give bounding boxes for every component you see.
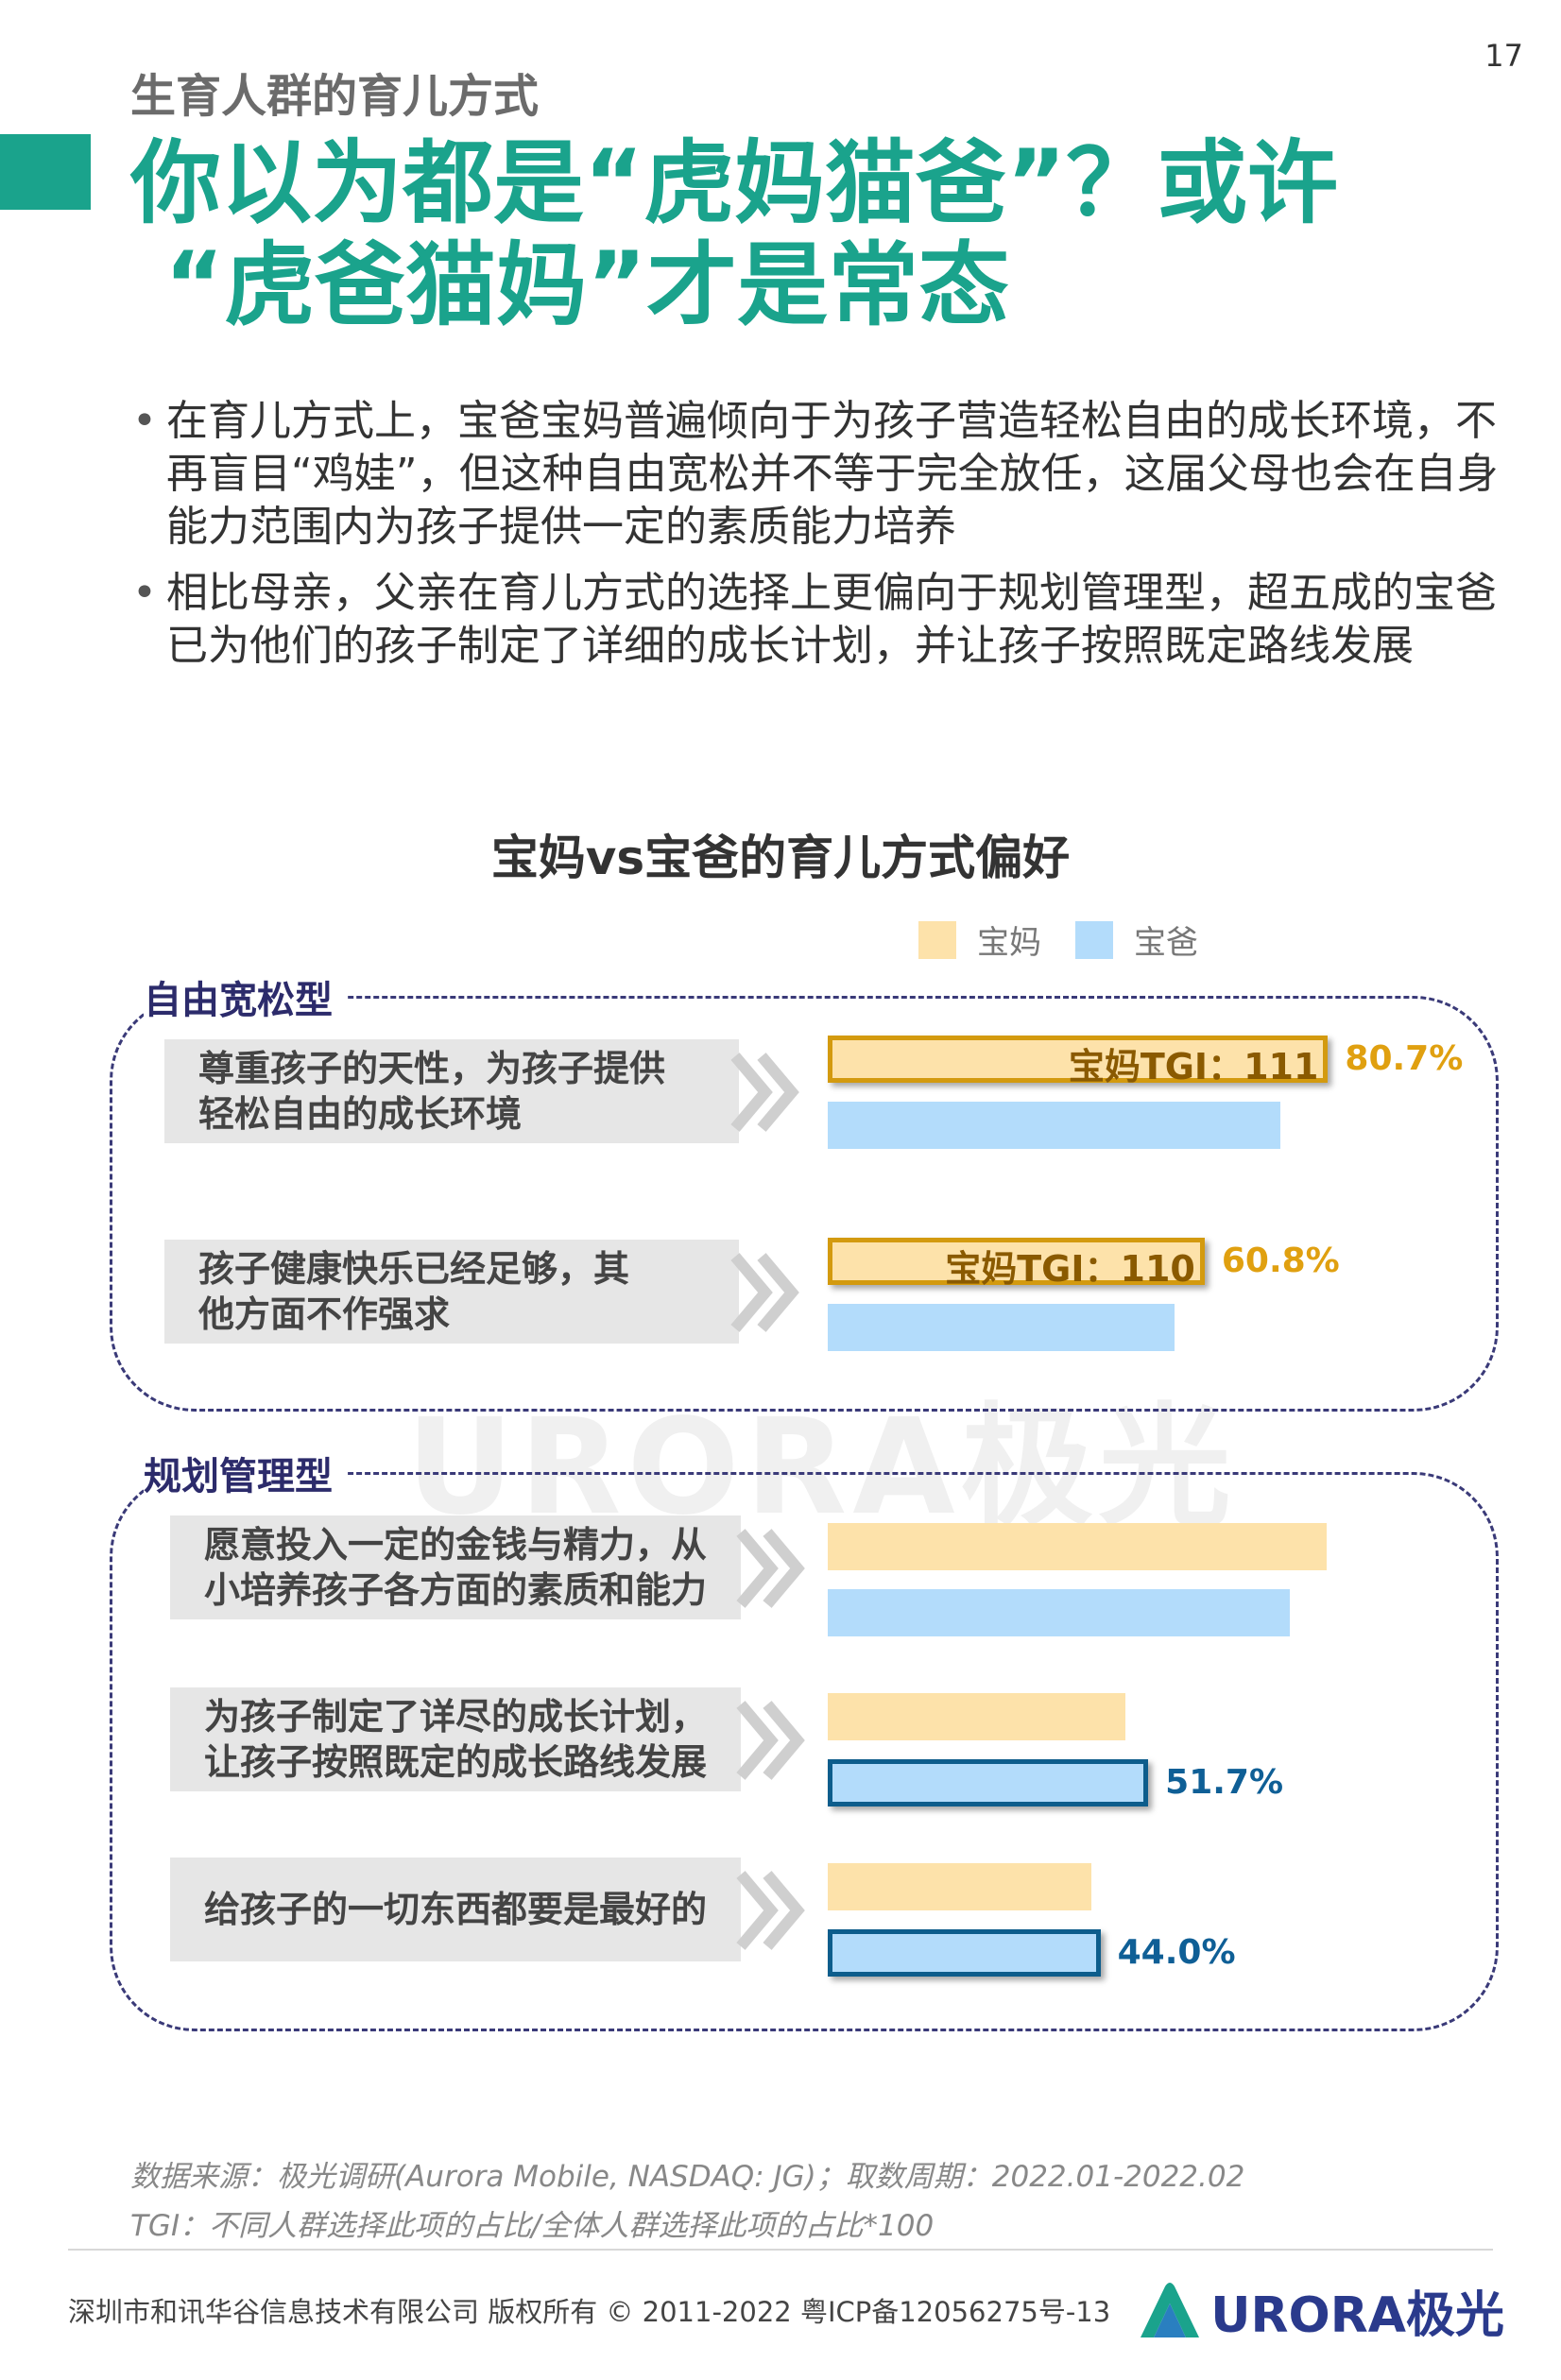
legend-item-mom: 宝妈 [918,916,1041,963]
headline-line-1: 你以为都是“虎妈猫爸”？或许 [130,130,1339,236]
headline-line-2: “虎爸猫妈”才是常态 [164,232,1010,338]
legend-item-dad: 宝爸 [1075,916,1198,963]
category-label: 愿意投入一定的金钱与精力，从小培养孩子各方面的素质和能力 [204,1524,708,1611]
category-label: 尊重孩子的天性，为孩子提供轻松自由的成长环境 [198,1048,666,1135]
group-box-free [110,996,1499,1412]
category-label: 为孩子制定了详尽的成长计划，让孩子按照既定的成长路线发展 [204,1696,708,1783]
bar-mom [828,1238,1205,1285]
footer-divider [68,2249,1493,2251]
bar-dad [828,1759,1149,1806]
page-number: 17 [1484,38,1523,74]
chevron-right-icon [730,1053,799,1132]
bar-dad [828,1304,1175,1351]
bullet-item: 相比母亲，父亲在育儿方式的选择上更偏向于规划管理型，超五成的宝爸已为他们的孩子制… [125,567,1504,673]
value-label: 60.8% [1221,1241,1340,1280]
chevron-right-icon [736,1701,805,1780]
bullet-list: 在育儿方式上，宝爸宝妈普遍倾向于为孩子营造轻松自由的成长环境，不再盲目“鸡娃”，… [125,395,1504,686]
footer-copyright: 深圳市和讯华谷信息技术有限公司 版权所有 © 2011-2022 粤ICP备12… [68,2296,1111,2328]
footer-logo-text: URORA极光 [1210,2287,1504,2344]
category-box: 给孩子的一切东西都要是最好的 [170,1858,741,1961]
bar-mom [828,1693,1125,1740]
footer-logo: URORA极光 [1137,2275,1504,2346]
chart-title: 宝妈vs宝爸的育儿方式偏好 [490,830,1071,885]
tgi-label: 宝妈TGI：111 [1068,1046,1319,1087]
chevron-right-icon [736,1871,805,1950]
bar-mom [828,1863,1091,1910]
page-subtitle: 生育人群的育儿方式 [130,70,540,123]
category-label: 给孩子的一切东西都要是最好的 [204,1889,708,1930]
bar-mom [828,1523,1328,1570]
category-box: 愿意投入一定的金钱与精力，从小培养孩子各方面的素质和能力 [170,1515,741,1619]
legend-label-mom: 宝妈 [977,924,1041,962]
aurora-logo-icon [1141,2282,1200,2337]
accent-block [0,134,91,210]
category-box: 孩子健康快乐已经足够，其他方面不作强求 [164,1240,739,1344]
tgi-label: 宝妈TGI：110 [945,1248,1195,1290]
category-box: 尊重孩子的天性，为孩子提供轻松自由的成长环境 [164,1039,739,1143]
value-label: 51.7% [1165,1763,1284,1802]
page-headline: 你以为都是“虎妈猫爸”？或许 “虎爸猫妈”才是常态 [130,132,1529,336]
source-line: 数据来源：极光调研(Aurora Mobile, NASDAQ: JG)；取数周… [130,2160,1245,2194]
category-label: 孩子健康快乐已经足够，其他方面不作强求 [198,1248,630,1335]
bar-dad [828,1929,1101,1977]
value-label: 44.0% [1117,1933,1236,1972]
bar-dad [828,1589,1290,1636]
bar-dad [828,1102,1280,1149]
legend-swatch-dad [1075,920,1113,959]
source-line: TGI：不同人群选择此项的占比/全体人群选择此项的占比*100 [130,2209,935,2243]
chevron-right-icon [736,1529,805,1608]
value-label: 80.7% [1345,1039,1464,1078]
category-box: 为孩子制定了详尽的成长计划，让孩子按照既定的成长路线发展 [170,1687,741,1791]
bar-mom [828,1036,1329,1083]
chevron-right-icon [730,1253,799,1332]
group-box-plan [110,1472,1499,2031]
group-label-free: 自由宽松型 [144,969,346,1024]
legend-label-dad: 宝爸 [1134,924,1198,962]
legend-swatch-mom [918,920,956,959]
chart-legend: 宝妈 宝爸 [918,916,1232,963]
group-label-plan: 规划管理型 [144,1446,346,1500]
bullet-item: 在育儿方式上，宝爸宝妈普遍倾向于为孩子营造轻松自由的成长环境，不再盲目“鸡娃”，… [125,395,1504,554]
